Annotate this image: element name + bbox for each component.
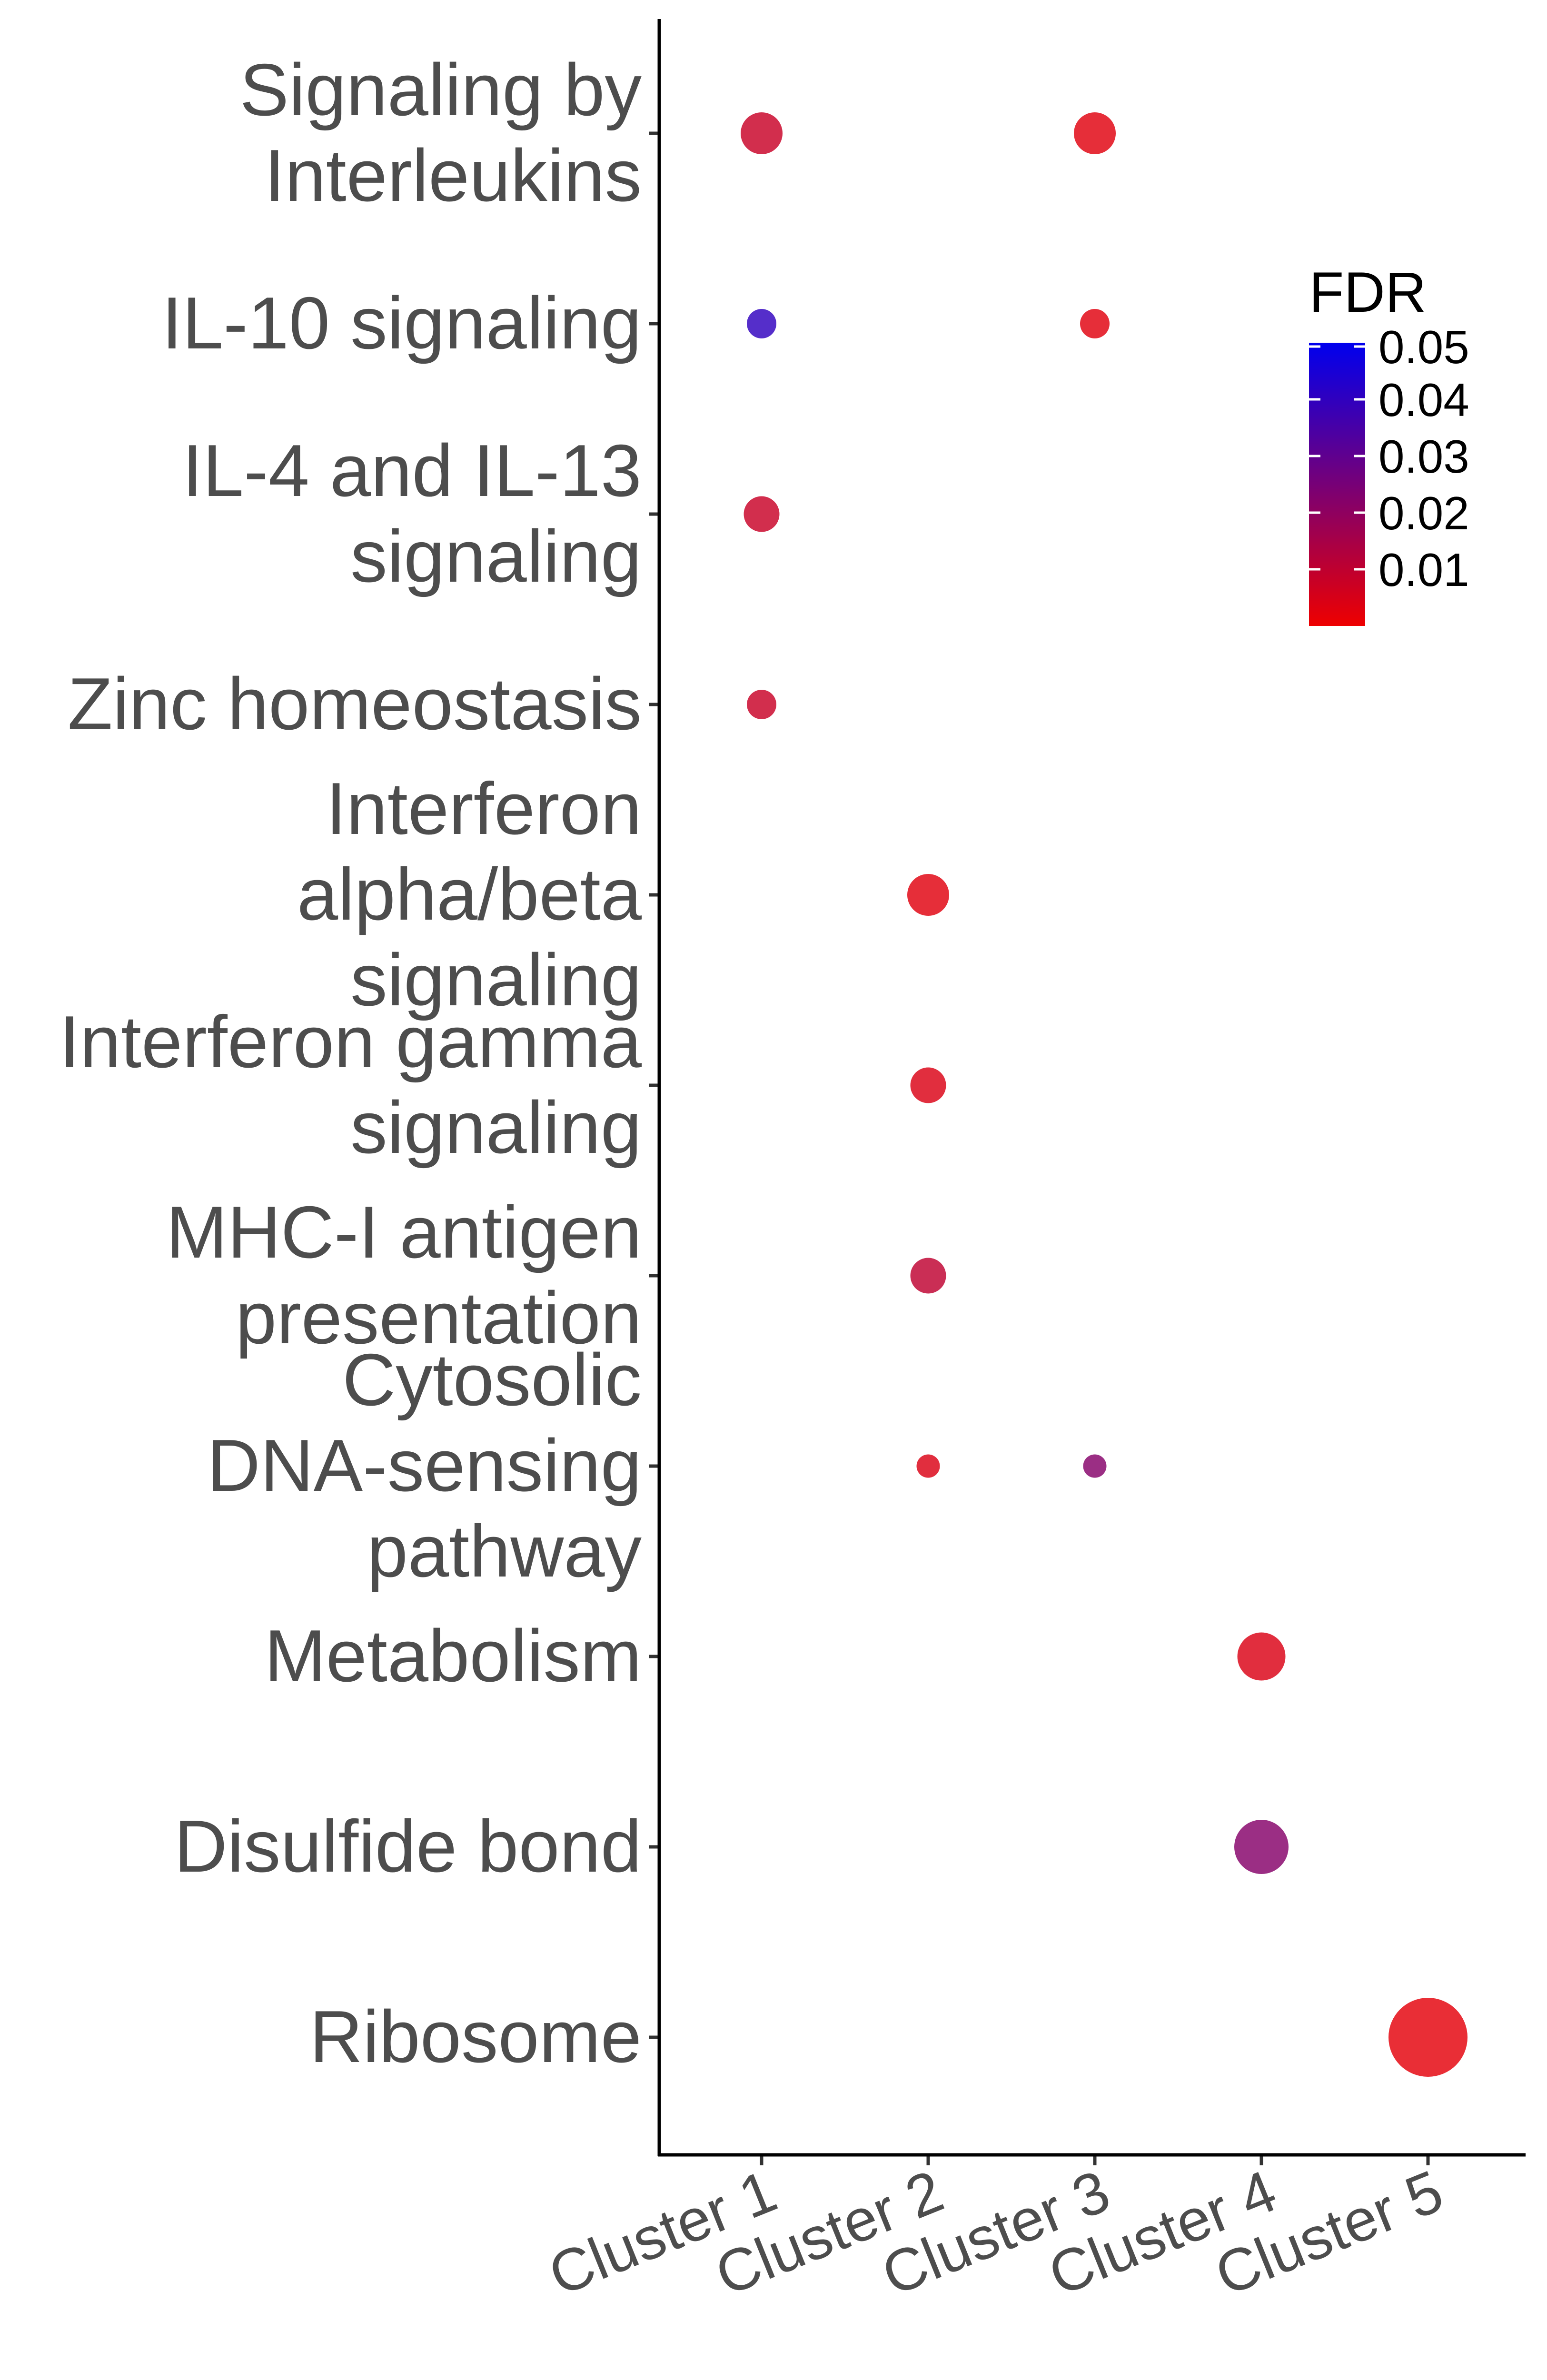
legend-tick-label: 0.05 — [1378, 321, 1469, 373]
y-tick-label-metabolism: Metabolism — [265, 1615, 642, 1697]
y-tick-label-interferon-alpha-beta-signaling: Interferon alpha/beta signaling — [297, 767, 642, 1021]
legend-title: FDR — [1309, 260, 1427, 324]
legend-tick-label: 0.03 — [1378, 430, 1469, 483]
point-cluster-2-cytosolic-dna-sensing-pathway — [916, 1454, 940, 1478]
point-cluster-3-il-10-signaling — [1080, 309, 1110, 338]
y-axis-tick-marks — [649, 131, 659, 2039]
y-tick-label-zinc-homeostasis: Zinc homeostasis — [68, 663, 642, 745]
y-tick-label-il-10-signaling: IL-10 signaling — [162, 282, 642, 364]
y-tick-label-interferon-gamma-signaling: Interferon gamma signaling — [60, 1001, 642, 1169]
point-cluster-3-signaling-by-interleukins — [1074, 112, 1116, 154]
y-tick-label-signaling-by-interleukins: Signaling by Interleukins — [240, 49, 642, 217]
data-points — [741, 112, 1468, 2077]
y-tick-label-disulfide-bond: Disulfide bond — [174, 1805, 642, 1887]
point-cluster-4-metabolism — [1237, 1632, 1286, 1681]
point-cluster-1-zinc-homeostasis — [747, 690, 776, 719]
point-cluster-1-signaling-by-interleukins — [741, 112, 783, 154]
point-cluster-4-disulfide-bond — [1234, 1820, 1289, 1874]
legend-tick-label: 0.04 — [1378, 374, 1469, 426]
x-axis-tick-marks — [760, 2155, 1430, 2165]
point-cluster-2-interferon-alpha-beta-signaling — [907, 874, 949, 916]
fdr-color-legend: FDR 0.010.020.030.040.05 — [1309, 260, 1469, 626]
y-tick-label-il-4-and-il-13-signaling: IL-4 and IL-13 signaling — [182, 429, 642, 597]
legend-tick-label: 0.01 — [1378, 544, 1469, 596]
legend-tick-label: 0.02 — [1378, 487, 1469, 539]
y-tick-label-ribosome: Ribosome — [309, 1995, 642, 2078]
point-cluster-2-mhc-i-antigen-presentation — [910, 1258, 946, 1294]
legend-colorbar — [1309, 343, 1365, 626]
point-cluster-1-il-10-signaling — [747, 309, 776, 338]
point-cluster-5-ribosome — [1388, 1998, 1468, 2077]
point-cluster-3-cytosolic-dna-sensing-pathway — [1083, 1454, 1107, 1478]
point-cluster-2-interferon-gamma-signaling — [910, 1067, 946, 1103]
y-axis-tick-labels: Signaling by Interleukins IL-10 signaling I… — [60, 49, 642, 2078]
point-cluster-1-il-4-and-il-13-signaling — [744, 496, 780, 532]
y-tick-label-mhc-i-antigen-presentation: MHC-I antigen presentation — [166, 1191, 642, 1359]
y-tick-label-cytosolic-dna-sensing-pathway: Cytosolic DNA-sensing pathway — [207, 1339, 642, 1592]
legend-ticks: 0.010.020.030.040.05 — [1309, 321, 1469, 596]
